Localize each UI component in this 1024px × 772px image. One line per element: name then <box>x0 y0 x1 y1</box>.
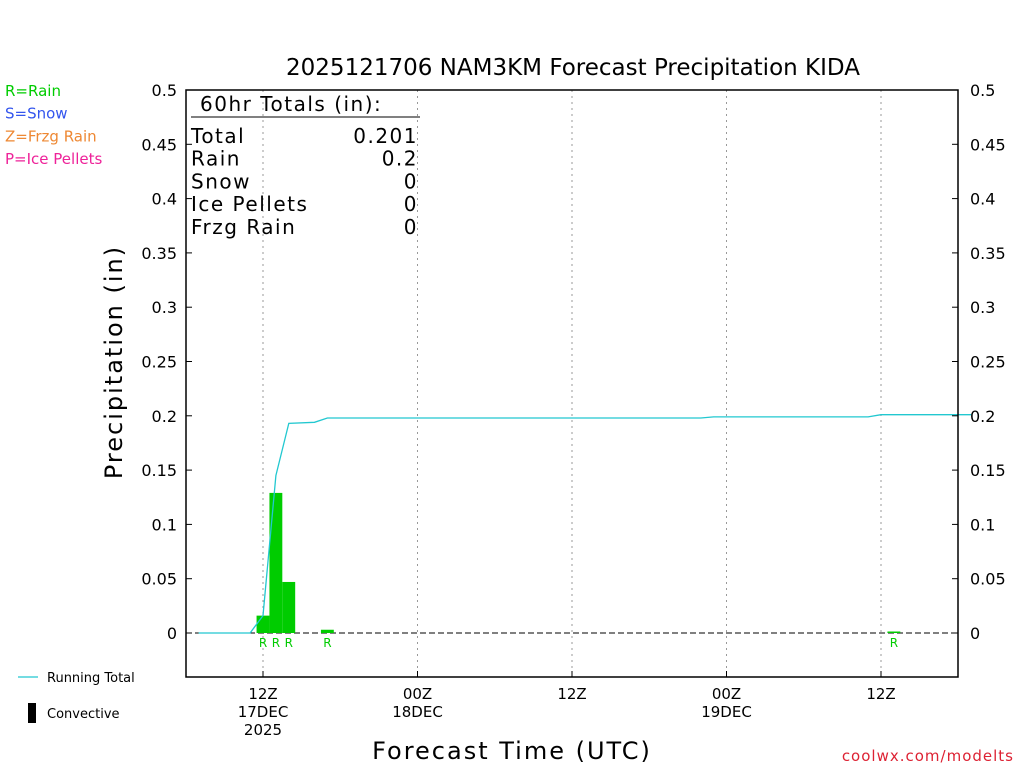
y-tick-label-left: 0.3 <box>152 298 177 317</box>
y-tick-label-left: 0 <box>167 624 177 643</box>
x-tick-label: 2025 <box>244 721 282 739</box>
totals-box: 60hr Totals (in): Total 0.201 Rain 0.2 Snow 0 I… <box>190 92 420 239</box>
y-tick-label-right: 0.25 <box>970 353 1006 372</box>
y-tick-label-right: 0.15 <box>970 461 1006 480</box>
y-tick-label-left: 0.05 <box>141 570 177 589</box>
x-axis-label: Forecast Time (UTC) <box>372 737 652 765</box>
y-tick-label-left: 0.2 <box>152 407 177 426</box>
x-tick-label: 12Z <box>557 685 586 703</box>
precip-type-legend-item: P=Ice Pellets <box>5 150 102 168</box>
precip-bar <box>887 631 901 633</box>
precip-type-label: R <box>272 636 280 650</box>
running-total-line <box>198 414 972 634</box>
x-tick-label: 12Z <box>248 685 277 703</box>
plot-area: R R R R R0 00.05 0.050.1 0.10.15 0.150.2 0.20.25 0… <box>141 81 1005 739</box>
totals-row-value: 0.201 <box>353 124 418 148</box>
precip-type-legend-item: R=Rain <box>5 82 61 100</box>
x-tick-label: 00Z <box>403 685 432 703</box>
x-tick-label: 12Z <box>866 685 895 703</box>
x-tick-label: 00Z <box>712 685 741 703</box>
y-axis-label: Precipitation (in) <box>100 245 128 479</box>
y-tick-label-left: 0.15 <box>141 461 177 480</box>
totals-row-value: 0 <box>404 192 418 216</box>
y-tick-label-left: 0.1 <box>152 515 177 534</box>
y-tick-label-left: 0.35 <box>141 244 177 263</box>
chart-title: 2025121706 NAM3KM Forecast Precipitation… <box>286 55 860 81</box>
y-tick-label-left: 0.45 <box>141 135 177 154</box>
precip-type-label: R <box>259 636 267 650</box>
totals-heading: 60hr Totals (in): <box>200 92 382 116</box>
y-tick-label-right: 0.1 <box>970 515 995 534</box>
precip-bar <box>320 629 334 633</box>
y-tick-label-right: 0.3 <box>970 298 995 317</box>
x-tick-label: 18DEC <box>392 703 443 721</box>
convective-legend-label: Convective <box>47 707 120 722</box>
totals-row-value: 0 <box>404 169 418 193</box>
totals-row-label: Snow <box>191 169 251 193</box>
y-tick-label-right: 0.05 <box>970 570 1006 589</box>
y-tick-label-left: 0.25 <box>141 353 177 372</box>
y-tick-label-left: 0.5 <box>152 81 177 100</box>
precip-type-label: R <box>323 636 331 650</box>
y-tick-label-right: 0.45 <box>970 135 1006 154</box>
convective-legend: Convective <box>28 703 120 723</box>
y-tick-label-right: 0.2 <box>970 407 995 426</box>
running-total-legend: Running Total <box>18 671 135 686</box>
precip-bar <box>269 492 283 633</box>
y-tick-label-right: 0.4 <box>970 190 995 209</box>
precip-bar <box>256 615 270 633</box>
x-tick-label: 17DEC <box>238 703 289 721</box>
precip-type-legend-item: Z=Frzg Rain <box>5 127 97 145</box>
watermark: coolwx.com/modelts <box>842 747 1014 765</box>
totals-row-label: Frzg Rain <box>191 215 296 239</box>
y-tick-label-right: 0.35 <box>970 244 1006 263</box>
x-tick-label: 19DEC <box>701 703 752 721</box>
y-tick-label-right: 0 <box>970 624 980 643</box>
precip-type-label: R <box>890 636 898 650</box>
precip-type-legend-item: S=Snow <box>5 105 68 123</box>
running-total-legend-label: Running Total <box>47 671 135 686</box>
y-tick-label-right: 0.5 <box>970 81 995 100</box>
y-tick-label-left: 0.4 <box>152 190 177 209</box>
totals-row-label: Total <box>190 124 245 148</box>
convective-legend-swatch <box>28 703 36 723</box>
precip-type-legend: R=Rain S=Snow Z=Frzg Rain P=Ice Pellets <box>5 82 102 168</box>
totals-row-label: Rain <box>191 147 241 171</box>
totals-row-label: Ice Pellets <box>191 192 308 216</box>
precip-bar <box>282 581 296 633</box>
precip-type-label: R <box>285 636 293 650</box>
totals-row-value: 0 <box>404 215 418 239</box>
totals-row-value: 0.2 <box>382 147 418 171</box>
